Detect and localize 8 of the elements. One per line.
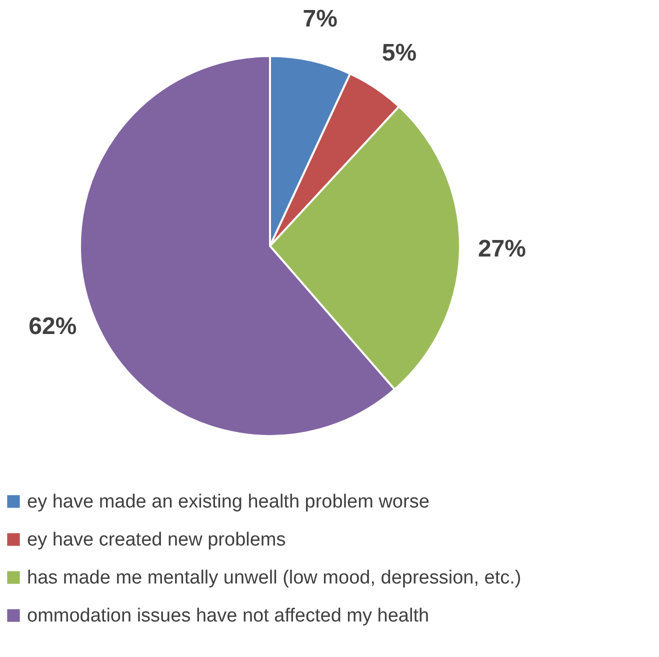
data-label: 62% bbox=[28, 313, 77, 340]
data-label: 5% bbox=[382, 39, 417, 66]
data-label: 7% bbox=[302, 5, 338, 32]
legend-label: has made me mentally unwell (low mood, depression, etc.) bbox=[27, 568, 522, 588]
legend-label: ey have created new problems bbox=[27, 530, 286, 550]
legend-label: ey have made an existing health problem worse bbox=[27, 492, 430, 512]
data-label: 27% bbox=[478, 236, 526, 263]
legend-label: ommodation issues have not affected my health bbox=[27, 606, 430, 626]
